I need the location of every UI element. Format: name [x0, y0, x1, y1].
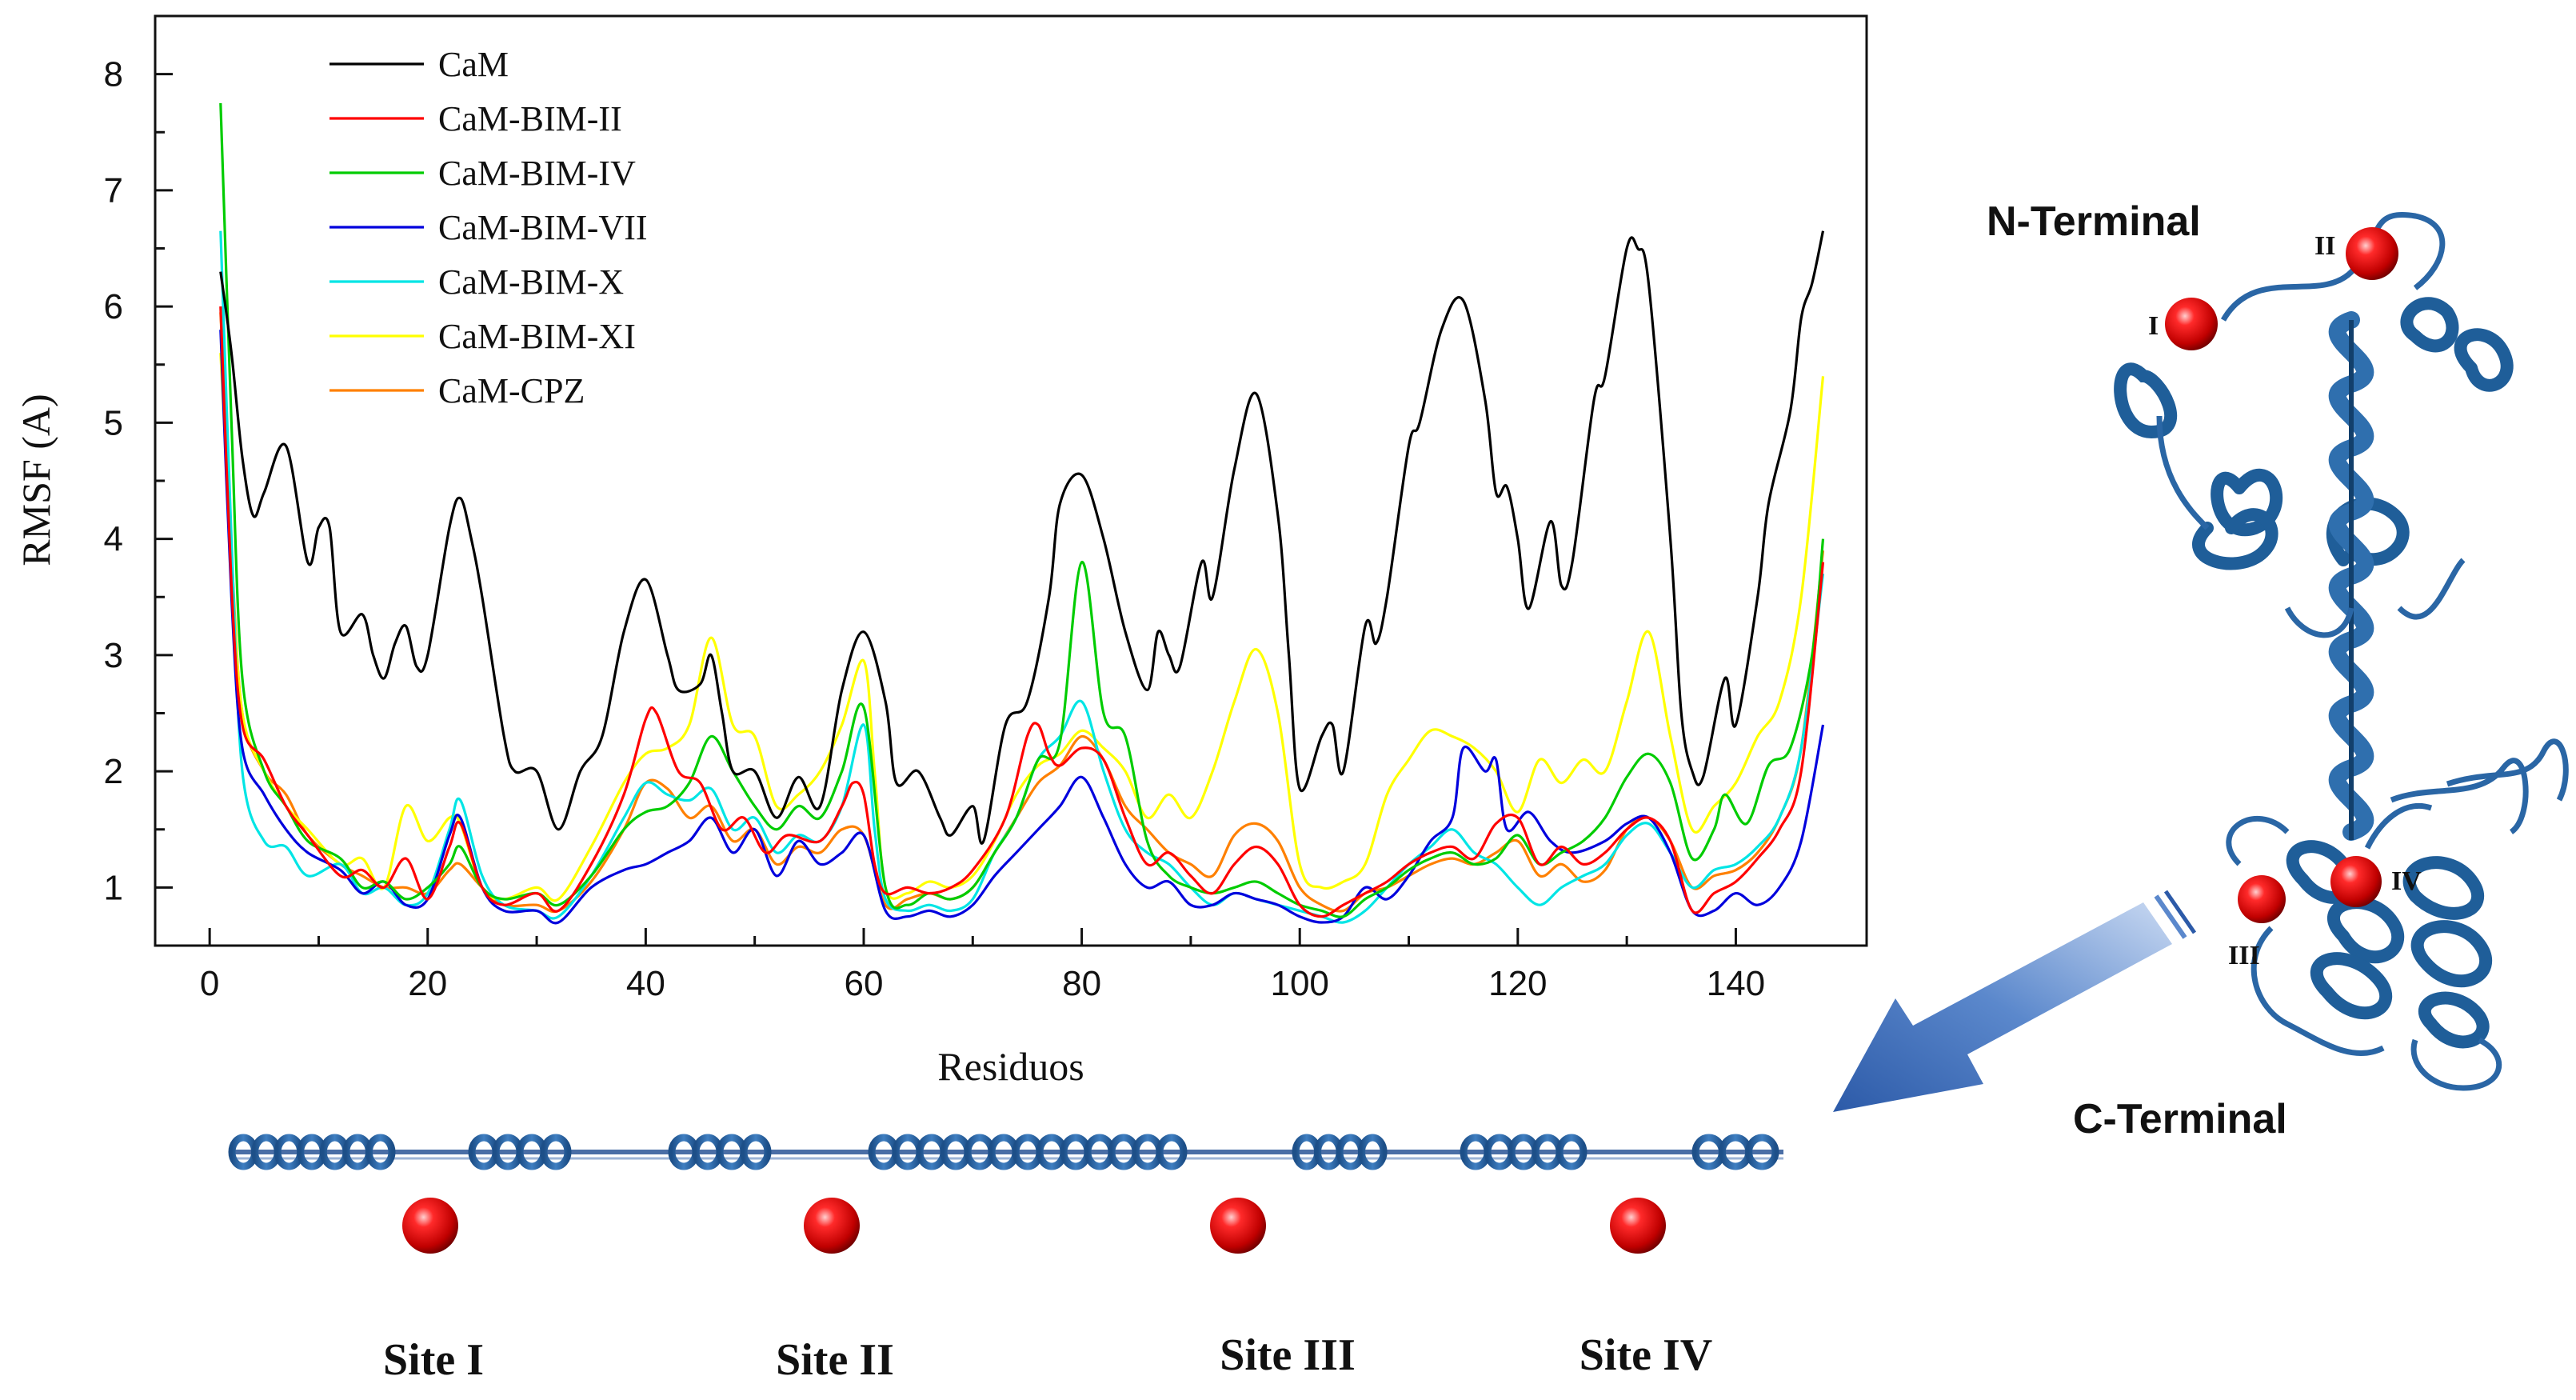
- helix-turn: [365, 1134, 396, 1170]
- site-label-1: Site I: [383, 1335, 484, 1385]
- legend-label: CaM-BIM-IV: [438, 154, 636, 193]
- structure-ion-4: [2330, 856, 2382, 907]
- helix-turn: [540, 1134, 572, 1170]
- calcium-ion-site-4: [1610, 1198, 1666, 1254]
- y-tick-label: 4: [104, 520, 123, 559]
- helix-turn: [1156, 1134, 1188, 1170]
- series-line-cam-bim-x: [219, 230, 1825, 924]
- legend-label: CaM-BIM-XI: [438, 317, 636, 356]
- legend-label: CaM-BIM-X: [438, 262, 624, 302]
- structure-site-label-2: II: [2314, 231, 2335, 261]
- structure-site-label-1: I: [2148, 311, 2159, 341]
- y-tick-label: 7: [104, 171, 123, 210]
- series-line-cam-bim-vii: [219, 330, 1825, 925]
- ticks-layer: 0 20 40 60 80 100 120 140 1 2 3 4 5 6 7 8: [104, 55, 1766, 1003]
- y-axis-title: RMSF (A): [14, 394, 58, 566]
- site-labels: Site I Site II Site III Site IV: [383, 1330, 1712, 1385]
- series-layer: [219, 102, 1825, 925]
- structure-ion-2: [2346, 227, 2398, 280]
- rmsf-chart: 0 20 40 60 80 100 120 140 1 2 3 4 5 6 7 8 CaM CaM-BIM-II…: [14, 14, 1868, 1089]
- series-line-cam-bim-xi: [219, 353, 1825, 902]
- x-tick-label: 60: [845, 964, 884, 1003]
- structure-ion-1: [2165, 298, 2218, 350]
- helix-segments: [228, 1134, 1779, 1170]
- y-tick-label: 3: [104, 636, 123, 675]
- x-tick-label: 0: [200, 964, 219, 1003]
- n-terminal-label: N-Terminal: [1987, 198, 2201, 245]
- calcium-ion-site-2: [804, 1198, 860, 1254]
- helix-turn: [1358, 1134, 1388, 1170]
- site-label-3: Site III: [1220, 1330, 1356, 1380]
- site-markers: [402, 1198, 1666, 1254]
- helix-turn: [1556, 1134, 1588, 1170]
- legend-label: CaM-BIM-II: [438, 99, 622, 138]
- x-tick-label: 80: [1062, 964, 1101, 1003]
- site-label-2: Site II: [776, 1335, 894, 1385]
- x-tick-label: 40: [626, 964, 665, 1003]
- legend-label: CaM-CPZ: [438, 371, 585, 410]
- series-line-cam-bim-ii: [219, 306, 1825, 918]
- calcium-ion-site-1: [402, 1198, 458, 1254]
- c-terminal-label: C-Terminal: [2073, 1096, 2287, 1142]
- y-tick-label: 6: [104, 287, 123, 326]
- x-tick-label: 120: [1488, 964, 1547, 1003]
- plot-frame: [154, 14, 1868, 947]
- y-tick-label: 5: [104, 403, 123, 442]
- legend-label: CaM: [438, 45, 509, 84]
- y-tick-label: 1: [104, 868, 123, 907]
- series-line-cam: [219, 230, 1825, 845]
- pointer-arrow-icon: [1833, 890, 2197, 1112]
- calcium-ion-site-3: [1210, 1198, 1266, 1254]
- y-tick-label: 8: [104, 55, 123, 94]
- x-tick-label: 140: [1707, 964, 1765, 1003]
- calmodulin-structure-icon: I II III IV: [2114, 212, 2569, 1091]
- series-line-cam-bim-iv: [219, 102, 1825, 918]
- structure-ion-3: [2238, 875, 2286, 923]
- site-label-4: Site IV: [1580, 1330, 1712, 1380]
- legend-label: CaM-BIM-VII: [438, 208, 648, 247]
- structure-site-label-4: IV: [2391, 866, 2422, 896]
- helix-turn: [1745, 1134, 1779, 1170]
- secondary-structure-track: [228, 1134, 1783, 1170]
- x-tick-label: 100: [1270, 964, 1328, 1003]
- helix-turn: [740, 1134, 772, 1170]
- structure-site-label-3: III: [2228, 941, 2260, 970]
- legend: CaM CaM-BIM-II CaM-BIM-IV CaM-BIM-VII CaM-BI…: [329, 45, 648, 410]
- x-axis-title: Residuos: [937, 1044, 1084, 1089]
- y-tick-label: 2: [104, 752, 123, 791]
- x-tick-label: 20: [408, 964, 447, 1003]
